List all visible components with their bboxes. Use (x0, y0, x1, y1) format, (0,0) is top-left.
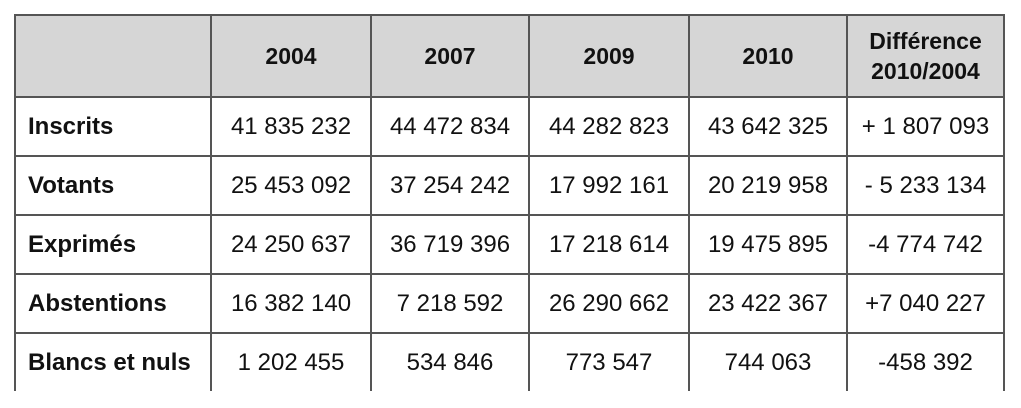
table-row: Abstentions 16 382 140 7 218 592 26 290 662… (14, 273, 1005, 334)
cell: 41 835 232 (210, 96, 372, 157)
cell: 19 475 895 (688, 214, 848, 275)
cell: 7 218 592 (370, 273, 530, 334)
cell: 17 992 161 (528, 155, 690, 216)
row-label: Abstentions (14, 273, 212, 334)
header-row: 2004 2007 2009 2010 Différence 2010/2004 (14, 14, 1005, 98)
cell: 44 472 834 (370, 96, 530, 157)
table-row: Blancs et nuls 1 202 455 534 846 773 547 744… (14, 332, 1005, 391)
cell: 16 382 140 (210, 273, 372, 334)
row-label: Exprimés (14, 214, 212, 275)
header-cell: 2004 (210, 14, 372, 98)
cell: 20 219 958 (688, 155, 848, 216)
row-label: Votants (14, 155, 212, 216)
cell: -458 392 (846, 332, 1005, 391)
cell: 25 453 092 (210, 155, 372, 216)
header-cell (14, 14, 212, 98)
cell: -4 774 742 (846, 214, 1005, 275)
cell: 23 422 367 (688, 273, 848, 334)
row-label: Blancs et nuls (14, 332, 212, 391)
cell: 36 719 396 (370, 214, 530, 275)
table-row: Votants 25 453 092 37 254 242 17 992 161 20 … (14, 155, 1005, 216)
header-cell: 2009 (528, 14, 690, 98)
table-body: Inscrits 41 835 232 44 472 834 44 282 823 43… (14, 96, 1005, 391)
cell: 1 202 455 (210, 332, 372, 391)
cell: 744 063 (688, 332, 848, 391)
cell: - 5 233 134 (846, 155, 1005, 216)
cell: 773 547 (528, 332, 690, 391)
cell: 534 846 (370, 332, 530, 391)
cell: 37 254 242 (370, 155, 530, 216)
header-cell: 2010 (688, 14, 848, 98)
row-label: Inscrits (14, 96, 212, 157)
cell: 24 250 637 (210, 214, 372, 275)
cell: +7 040 227 (846, 273, 1005, 334)
cell: 44 282 823 (528, 96, 690, 157)
cell: 26 290 662 (528, 273, 690, 334)
cell: 17 218 614 (528, 214, 690, 275)
cell: + 1 807 093 (846, 96, 1005, 157)
header-cell: Différence 2010/2004 (846, 14, 1005, 98)
header-cell: 2007 (370, 14, 530, 98)
table-row: Inscrits 41 835 232 44 472 834 44 282 823 43… (14, 96, 1005, 157)
cell: 43 642 325 (688, 96, 848, 157)
table-row: Exprimés 24 250 637 36 719 396 17 218 614 19… (14, 214, 1005, 275)
results-table: 2004 2007 2009 2010 Différence 2010/2004 Ins… (14, 14, 1005, 391)
table-header: 2004 2007 2009 2010 Différence 2010/2004 (14, 14, 1005, 98)
